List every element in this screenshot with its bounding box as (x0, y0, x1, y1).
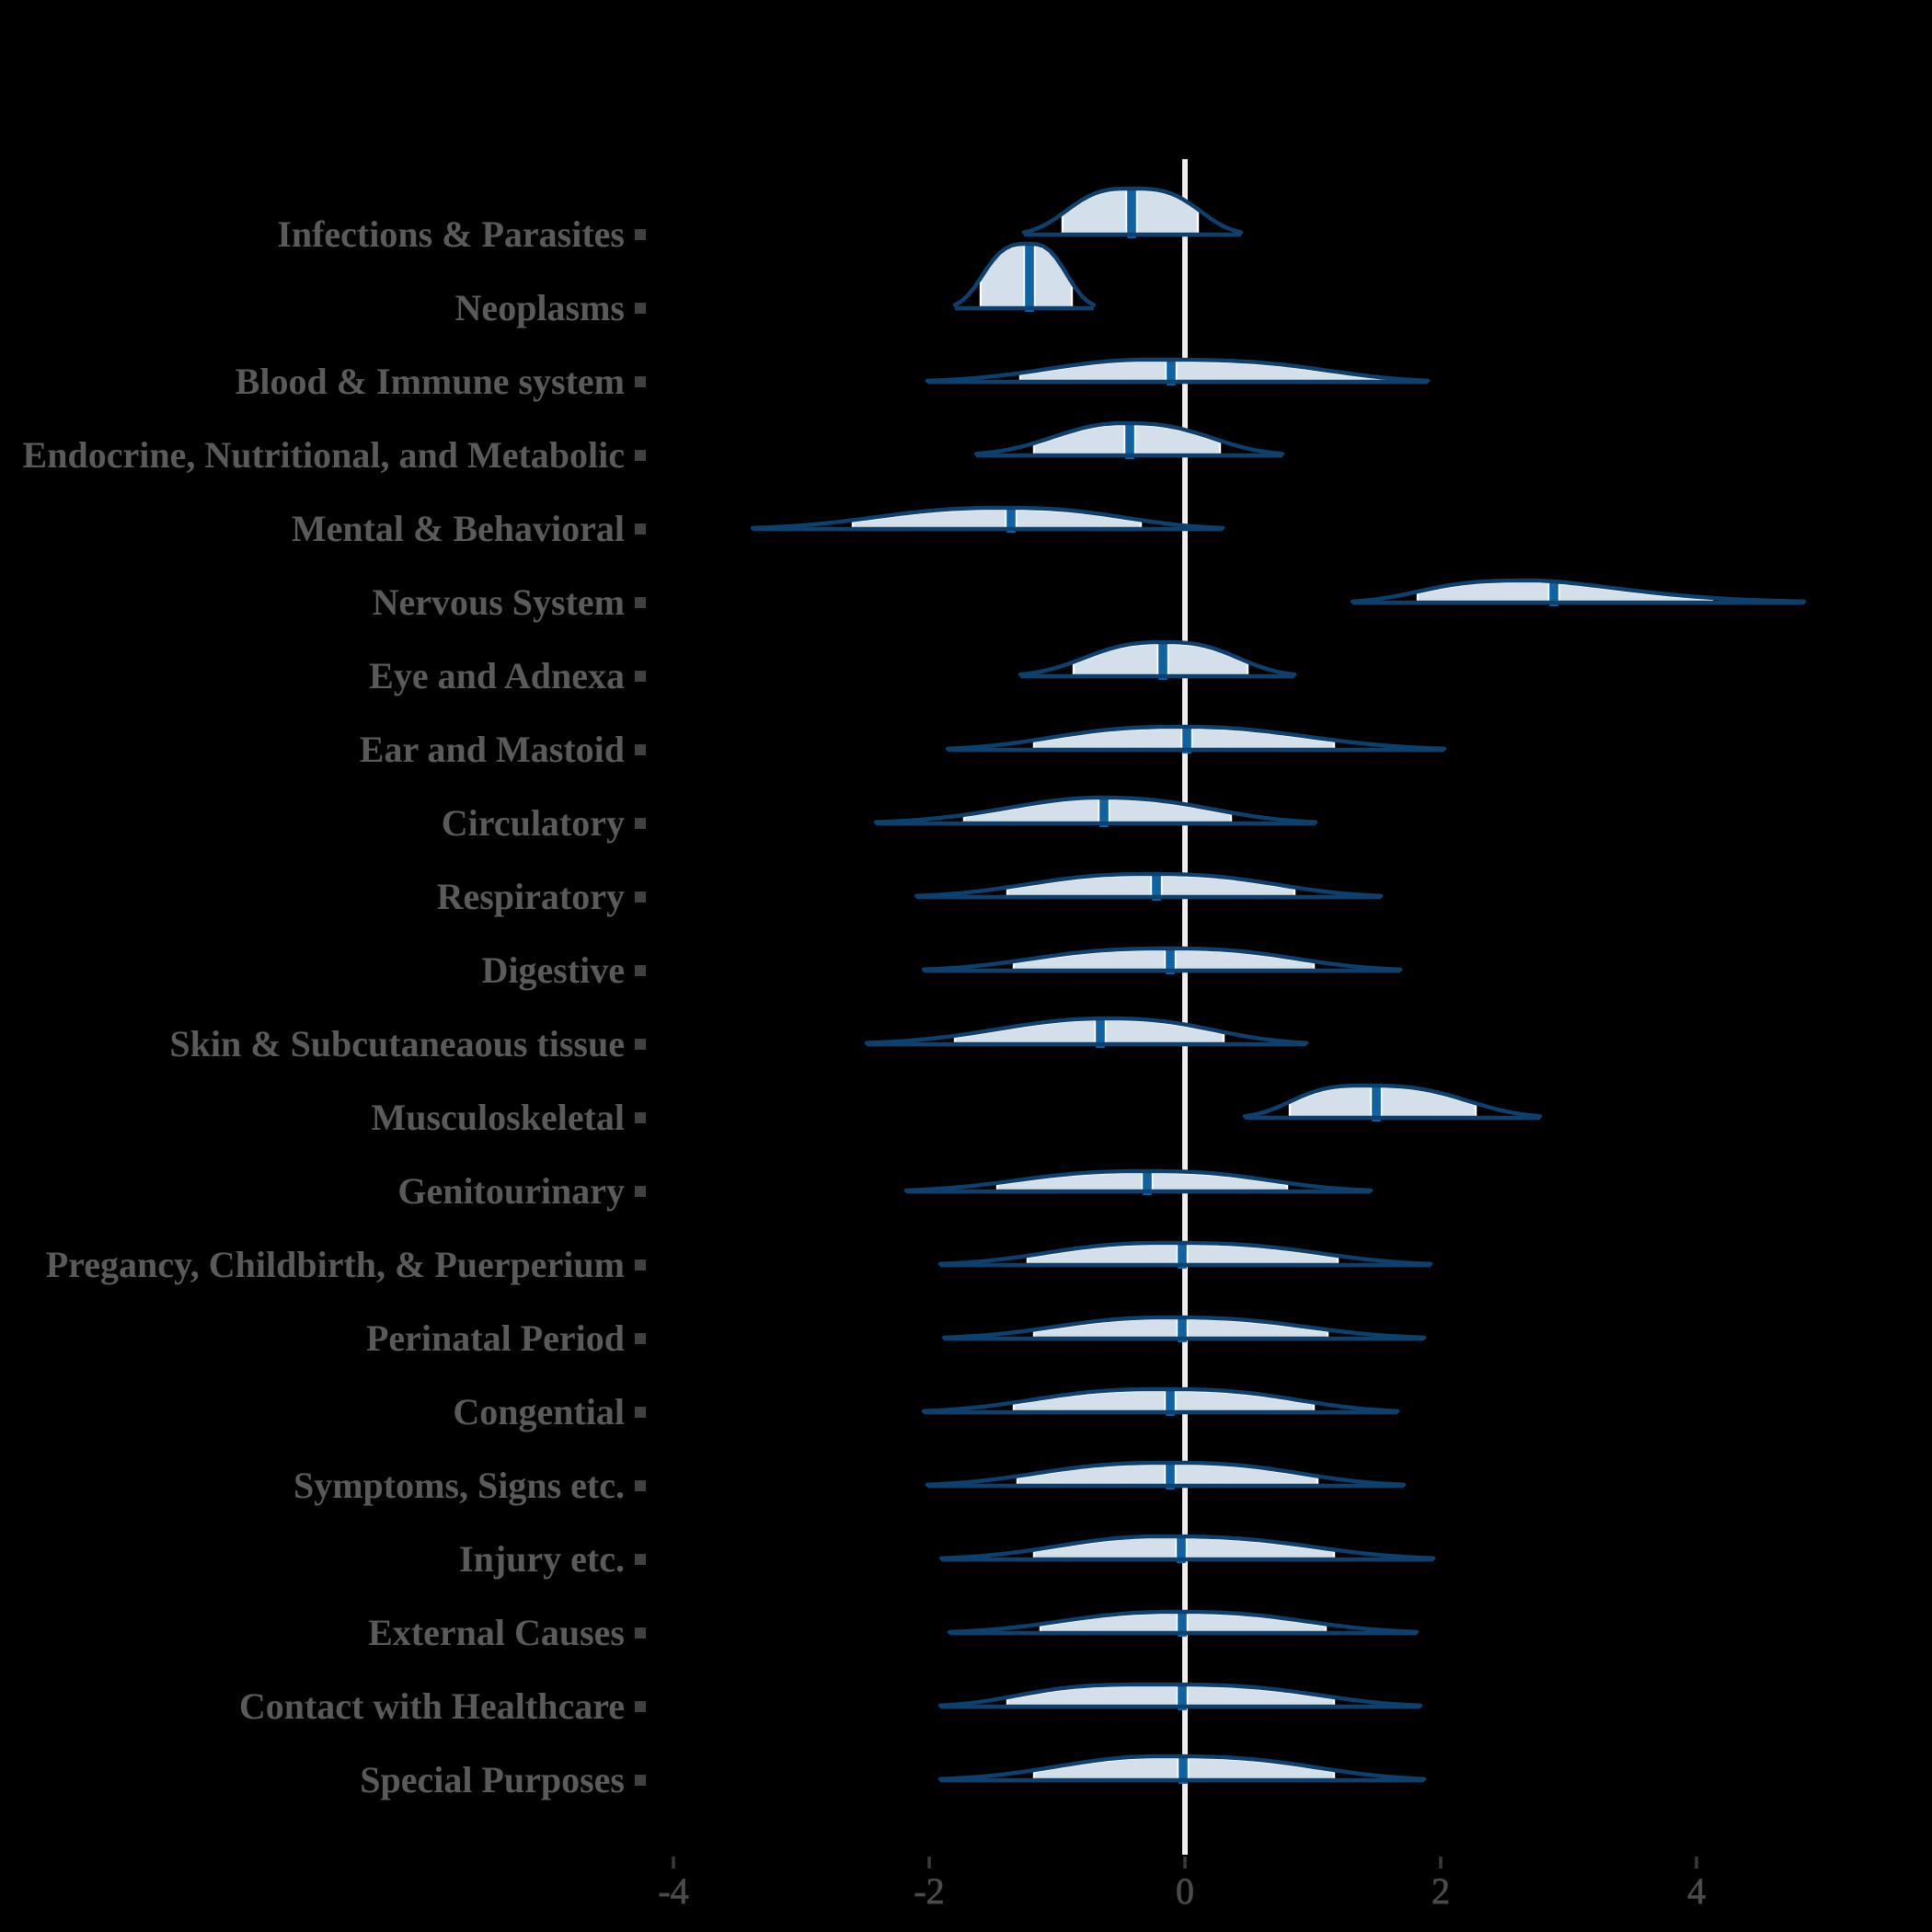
svg-text:Neoplasms: Neoplasms (455, 287, 625, 328)
svg-text:Blood & Immune system: Blood & Immune system (236, 361, 625, 402)
svg-text:Endocrine, Nutritional, and Me: Endocrine, Nutritional, and Metabolic (23, 434, 625, 476)
svg-text:Nervous System: Nervous System (373, 581, 625, 623)
svg-text:2: 2 (1432, 1870, 1450, 1912)
svg-text:Musculoskeletal: Musculoskeletal (371, 1097, 625, 1138)
svg-text:Mental & Behavioral: Mental & Behavioral (292, 508, 625, 549)
svg-text:Eye and Adnexa: Eye and Adnexa (369, 655, 625, 696)
svg-text:Symptoms, Signs etc.: Symptoms, Signs etc. (293, 1465, 625, 1506)
svg-text:-2: -2 (914, 1870, 944, 1912)
svg-text:Genitourinary: Genitourinary (397, 1170, 625, 1212)
svg-text:Infections & Parasites: Infections & Parasites (277, 213, 625, 255)
svg-text:Congential: Congential (453, 1391, 625, 1432)
svg-text:Respiratory: Respiratory (437, 876, 625, 917)
svg-text:-4: -4 (658, 1870, 688, 1912)
svg-text:Special Purposes: Special Purposes (360, 1759, 625, 1800)
svg-text:Contact with Healthcare: Contact with Healthcare (239, 1685, 625, 1727)
svg-text:Skin & Subcutaneaous tissue: Skin & Subcutaneaous tissue (169, 1023, 625, 1064)
svg-text:Digestive: Digestive (481, 949, 625, 991)
svg-text:Circulatory: Circulatory (442, 802, 625, 844)
svg-text:4: 4 (1687, 1870, 1706, 1912)
svg-text:External Causes: External Causes (368, 1612, 625, 1653)
svg-text:Injury etc.: Injury etc. (459, 1538, 625, 1580)
svg-text:Pregancy, Childbirth, & Puerpe: Pregancy, Childbirth, & Puerperium (46, 1244, 625, 1285)
svg-text:Perinatal Period: Perinatal Period (366, 1317, 625, 1359)
svg-text:0: 0 (1176, 1870, 1194, 1912)
svg-text:Ear and Mastoid: Ear and Mastoid (360, 729, 625, 770)
